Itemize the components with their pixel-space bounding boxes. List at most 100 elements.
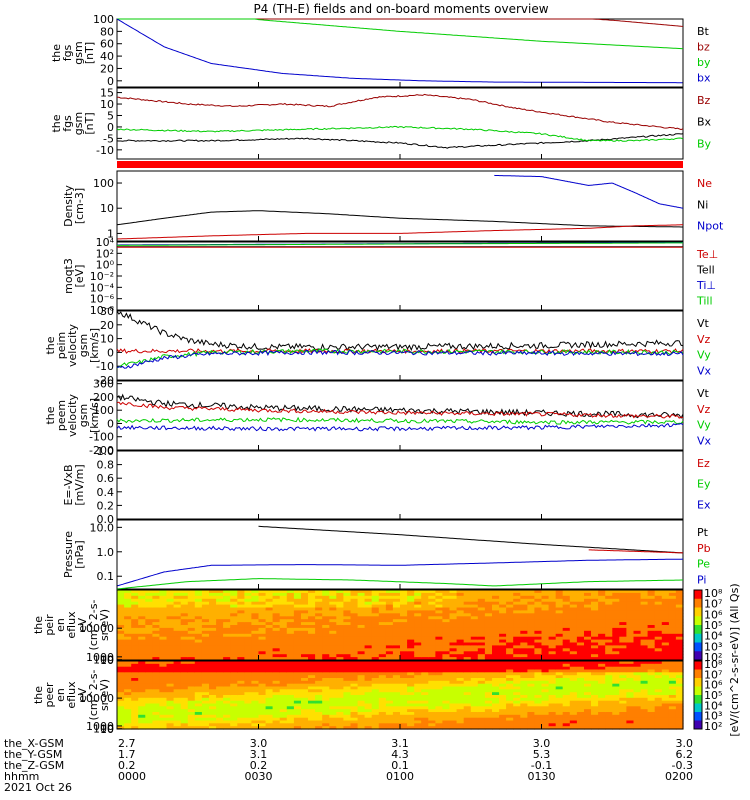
panel-frame <box>116 380 684 451</box>
spectrogram-cell <box>265 695 274 699</box>
spectrogram-cell <box>598 590 606 594</box>
spectrogram-cell <box>152 700 161 705</box>
spectrogram-cell <box>279 661 288 665</box>
spectrogram-cell <box>612 709 620 713</box>
spectrogram-cell <box>640 723 649 727</box>
spectrogram-cell <box>675 630 684 635</box>
spectrogram-cell <box>244 598 253 603</box>
spectrogram-cell <box>499 683 507 688</box>
spectrogram-cell <box>230 697 238 702</box>
spectrogram-cell <box>336 669 344 673</box>
spectrogram-cell <box>555 661 564 665</box>
spectrogram-cell <box>216 636 224 641</box>
spectrogram-cell <box>265 726 274 730</box>
spectrogram-cell <box>584 630 592 635</box>
spectrogram-cell <box>223 607 231 611</box>
spectrogram-cell <box>364 678 373 682</box>
spectrogram-cell <box>272 592 281 597</box>
spectrogram-cell <box>201 714 210 719</box>
spectrogram-cell <box>492 661 500 665</box>
legend-till: Till <box>696 295 713 308</box>
spectrogram-cell <box>541 680 550 685</box>
spectrogram-cell <box>435 703 444 707</box>
spectrogram-cell <box>605 669 613 673</box>
spectrogram-cell <box>279 657 288 661</box>
spectrogram-cell <box>392 706 401 710</box>
spectrogram-cell <box>654 627 663 632</box>
spectrogram-cell <box>244 639 253 644</box>
spectrogram-cell <box>279 723 288 727</box>
spectrogram-cell <box>152 613 161 617</box>
spectrogram-cell <box>668 639 677 644</box>
spectrogram-cell <box>152 598 161 603</box>
spectrogram-cell <box>428 625 436 629</box>
spectrogram-cell <box>569 613 578 617</box>
footer-value: -0.3 <box>672 759 693 772</box>
spectrogram-cell <box>173 678 182 682</box>
spectrogram-cell <box>449 714 458 719</box>
spectrogram-cell <box>308 706 316 710</box>
spectrogram-cell <box>633 706 642 710</box>
spectrogram-cell <box>640 648 649 652</box>
spectrogram-cell <box>371 692 380 696</box>
spectrogram-cell <box>435 717 444 722</box>
spectrogram-cell <box>152 666 161 671</box>
spectrogram-cell <box>640 726 649 730</box>
spectrogram-cell <box>286 648 295 652</box>
spectrogram-cell <box>534 627 543 632</box>
spectrogram-cell <box>640 616 649 620</box>
spectrogram-cell <box>145 595 153 600</box>
spectrogram-cell <box>569 619 578 623</box>
spectrogram-cell <box>506 616 514 620</box>
spectrogram-cell <box>527 700 536 705</box>
spectrogram-cell <box>435 654 444 658</box>
spectrogram-cell <box>492 706 500 710</box>
spectrogram-cell <box>499 672 507 676</box>
spectrogram-cell <box>605 595 613 600</box>
spectrogram-cell <box>407 723 415 727</box>
spectrogram-cell <box>548 706 557 710</box>
spectrogram-cell <box>506 657 514 661</box>
spectrogram-cell <box>329 672 337 676</box>
spectrogram-cell <box>357 692 366 696</box>
spectrogram-cell <box>548 619 557 623</box>
spectrogram-cell <box>626 633 635 638</box>
colorbar-tick: 10⁷ <box>704 598 722 611</box>
spectrogram-cell <box>194 703 203 707</box>
spectrogram-cell <box>216 714 224 719</box>
spectrogram-cell <box>322 683 330 688</box>
spectrogram-cell <box>576 706 585 710</box>
spectrogram-cell <box>180 642 189 646</box>
spectrogram-cell <box>633 633 642 638</box>
spectrogram-cell <box>605 648 613 652</box>
spectrogram-cell <box>414 663 422 668</box>
spectrogram-cell <box>308 651 316 655</box>
spectrogram-cell <box>576 616 585 620</box>
spectrogram-cell <box>414 590 422 594</box>
spectrogram-cell <box>506 680 514 685</box>
spectrogram-cell <box>166 590 175 594</box>
spectrogram-cell <box>435 692 444 696</box>
footer-value: 0200 <box>665 770 693 783</box>
spectrogram-cell <box>492 686 500 690</box>
spectrogram-cell <box>647 703 656 707</box>
spectrogram-cell <box>513 625 521 629</box>
spectrogram-cell <box>166 712 175 716</box>
spectrogram-cell <box>124 692 132 696</box>
spectrogram-cell <box>428 648 436 652</box>
spectrogram-cell <box>527 703 536 707</box>
spectrogram-cell <box>541 592 550 597</box>
colorbar-tick: 10⁸ <box>704 587 723 600</box>
spectrogram-cell <box>350 633 359 638</box>
spectrogram-cell <box>357 627 366 632</box>
spectrogram-cell <box>584 625 592 629</box>
spectrogram-cell <box>470 630 479 635</box>
spectrogram-cell <box>152 590 161 594</box>
y-tick-label: 100 <box>93 13 114 26</box>
spectrogram-cell <box>499 601 507 606</box>
spectrogram-cell <box>414 723 422 727</box>
spectrogram-cell <box>166 669 175 673</box>
spectrogram-cell <box>548 607 557 611</box>
